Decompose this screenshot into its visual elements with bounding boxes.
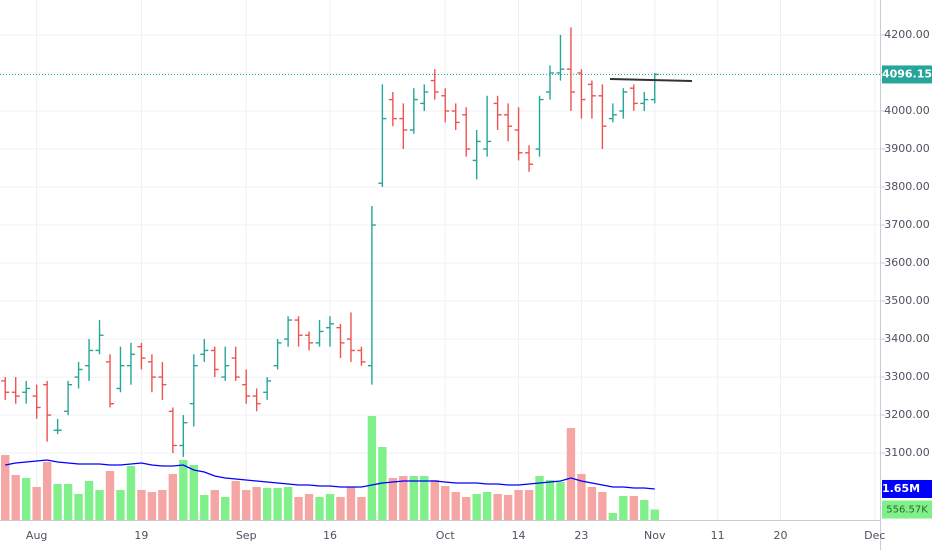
x-tick-label: 14 [512,529,526,542]
volume-bar [556,482,565,520]
volume-bar [168,473,178,520]
y-tick-label: 3900.00 [884,142,930,155]
volume-bar [231,481,240,520]
volume-bar [32,487,41,520]
last-price-box [882,65,932,84]
x-tick-label: Sep [236,529,257,542]
grid-layer [0,0,880,520]
volume-bar [420,476,429,520]
volume-bar [273,488,282,520]
y-tick-label: 3600.00 [884,256,930,269]
volume-bar [367,416,377,520]
volume-bar [451,492,460,520]
volume-bar [22,478,31,520]
volume-bar [189,464,198,520]
volume-bar [472,494,481,520]
volume-bar [608,513,618,520]
volume-bar [179,460,188,520]
volume-bar [242,489,251,520]
volume-bar [587,487,597,520]
volume-bar [482,492,492,520]
x-tick-label: 23 [574,529,588,542]
volume-bar [650,509,659,520]
volume-bar [126,466,136,520]
y-tick-label: 3300.00 [884,370,930,383]
volume-bar [619,495,628,520]
volume-bar [200,494,209,520]
volume-bar [95,489,104,520]
volume-bar [430,479,439,520]
volume-bar [116,489,125,520]
x-tick-label: Nov [644,529,666,542]
volume-bar [388,478,398,520]
volume-ma-label: 1.65M [882,482,920,495]
x-tick-label: 19 [134,529,148,542]
x-tick-label: 16 [323,529,337,542]
y-tick-label: 3100.00 [884,446,930,459]
volume-bar [42,462,52,520]
volume-ma-line [5,459,655,490]
volume-bar [441,485,450,520]
volume-bar [640,499,649,520]
volume-bar [514,489,523,520]
y-tick-label: 4200.00 [884,28,930,41]
volume-bar [566,427,576,520]
volume-bar [210,489,219,520]
x-tick-label: Dec [864,529,885,542]
x-tick-label: 11 [711,529,725,542]
y-tick-label: 3400.00 [884,332,930,345]
volume-bar [325,494,335,520]
volume-bar [357,497,366,520]
volume-bar [53,483,62,520]
volume-bar [462,497,471,520]
volume-bar [304,494,314,520]
x-tick-label: Oct [436,529,456,542]
volume-bar [11,474,20,520]
volume-label: 556.57K [886,505,928,516]
volume-bar [493,494,502,520]
volume-bar [74,494,83,520]
last-price-label: 4096.15 [882,67,932,80]
x-tick-label: Aug [26,529,47,542]
volume-bar [535,476,544,520]
volume-bar [262,488,272,520]
volume-bar [283,487,293,520]
volume-bar [1,455,10,520]
volume-bar [63,483,73,520]
volume-bar [336,497,345,520]
volume-bar [524,489,534,520]
volume-box [882,500,932,519]
y-tick-label: 4000.00 [884,104,930,117]
volume-ma-box [882,479,932,498]
y-tick-label: 3500.00 [884,294,930,307]
volume-bar [147,492,157,520]
x-tick-label: 20 [773,529,787,542]
marks-layer [0,27,880,520]
volume-bar [105,471,115,520]
y-tick-label: 3700.00 [884,218,930,231]
volume-bar [409,476,418,520]
volume-bar [346,487,356,520]
drawn-trend-line [609,78,693,82]
volume-bar [221,497,230,520]
y-tick-label: 3200.00 [884,408,930,421]
volume-bar [315,497,324,520]
volume-bar [158,489,167,520]
y-tick-label: 3800.00 [884,180,930,193]
volume-bar [84,481,94,520]
volume-bar [629,495,638,520]
volume-bar [577,473,586,520]
volume-bar [252,487,261,520]
volume-bar [399,476,408,520]
labels-layer: 3100.00 3200.00 3300.00 3400.00 3500.00 3600.… [26,28,932,542]
volume-bar [137,489,146,520]
volume-bar [545,479,555,520]
volume-bar [294,497,303,520]
volume-bar [503,494,513,520]
volume-bar [598,492,607,520]
